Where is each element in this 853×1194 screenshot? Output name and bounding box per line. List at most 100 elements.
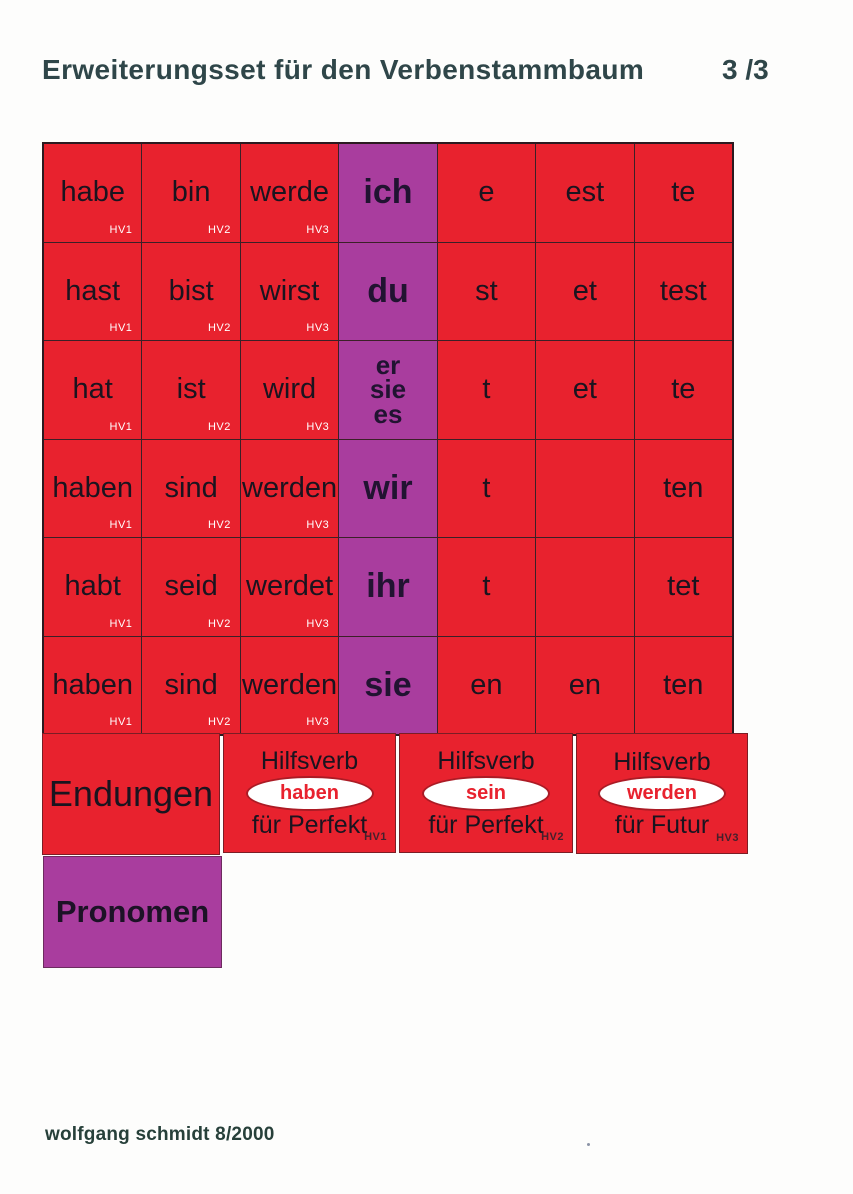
card-text: du xyxy=(367,271,409,310)
ending-card: ten xyxy=(634,636,732,734)
hv-code-label: HV2 xyxy=(207,519,231,531)
card-text: st xyxy=(475,274,498,307)
verb-card: habe HV1 xyxy=(44,144,142,242)
ending-card: test xyxy=(634,242,732,340)
card-text: test xyxy=(659,274,707,307)
hilfsverb-verb-label: sein xyxy=(465,781,507,804)
card-text: er sie es xyxy=(369,349,407,430)
hv-code-label: HV2 xyxy=(541,831,564,843)
ending-card: te xyxy=(634,144,732,242)
hv-code-label: HV3 xyxy=(306,617,330,630)
verb-card: wird HV3 xyxy=(240,341,339,439)
verb-card: haben HV1 xyxy=(44,636,142,734)
hv-code-label: HV3 xyxy=(306,322,330,334)
card-text: en xyxy=(470,668,503,701)
hv-code-label: HV1 xyxy=(109,519,133,531)
hv-code-label: HV3 xyxy=(306,519,330,531)
pronoun-card: ihr xyxy=(339,538,437,636)
hilfsverb-verb-label: haben xyxy=(280,781,339,804)
card-text: bin xyxy=(171,176,211,209)
pronoun-card: du xyxy=(339,242,437,340)
card-text: t xyxy=(482,570,491,603)
ending-card: tet xyxy=(634,538,732,636)
ending-card: t xyxy=(437,439,536,537)
card-text: t xyxy=(482,373,491,406)
hv-code-label: HV2 xyxy=(207,223,231,236)
ending-card: t xyxy=(437,538,536,636)
hilfsverb-verb-oval: werden xyxy=(600,778,724,809)
ending-card: est xyxy=(536,144,634,242)
verb-card: ist HV2 xyxy=(142,341,240,439)
verb-card-grid: habe HV1 bin HV2 werde HV3 ich e est te hast HV1 bis… xyxy=(42,142,734,736)
card-text: wirst xyxy=(259,274,320,307)
hv-code-label: HV3 xyxy=(306,716,330,728)
hv-code-label: HV1 xyxy=(109,716,133,728)
ending-card: et xyxy=(536,242,634,340)
card-text: ten xyxy=(663,668,704,701)
card-text: bist xyxy=(168,274,214,307)
card-text: ist xyxy=(176,373,206,406)
pronomen-label: Pronomen xyxy=(55,894,210,929)
verb-card: werde HV3 xyxy=(240,144,339,242)
card-text: te xyxy=(671,176,696,209)
verb-card: werdet HV3 xyxy=(240,538,339,636)
card-text: te xyxy=(671,373,696,406)
card-text: wir xyxy=(363,468,413,507)
hv-code-label: HV2 xyxy=(207,322,231,334)
hv-code-label: HV3 xyxy=(306,420,330,433)
pronomen-card: Pronomen xyxy=(43,856,222,968)
scan-speck-artifact xyxy=(587,1143,590,1146)
hilfsverb-verb-label: werden xyxy=(626,782,698,804)
card-text: en xyxy=(568,668,601,701)
card-text: sind xyxy=(164,471,218,504)
verb-card: sind HV2 xyxy=(142,439,240,537)
pronoun-card: wir xyxy=(339,439,437,537)
card-text: ich xyxy=(363,173,413,212)
page-number: 3 /3 xyxy=(722,54,769,85)
ending-card: ten xyxy=(634,439,732,537)
ending-card: te xyxy=(634,341,732,439)
card-text: tet xyxy=(667,570,700,603)
hilfsverb-card-subtitle: für Futur xyxy=(614,811,710,839)
hilfsverb-verb-oval: haben xyxy=(247,777,372,809)
card-text: hast xyxy=(65,274,121,307)
hilfsverb-card-subtitle: für Perfekt xyxy=(251,810,368,839)
card-text: wird xyxy=(262,373,317,406)
hv-code-label: HV2 xyxy=(207,716,231,728)
hv-code-label: HV3 xyxy=(306,223,330,236)
hv-code-label: HV1 xyxy=(109,420,133,433)
card-text: et xyxy=(572,274,597,307)
verb-card: bist HV2 xyxy=(142,242,240,340)
hv-code-label: HV1 xyxy=(364,831,387,843)
pronoun-card: ich xyxy=(339,144,437,242)
pronoun-card: er sie es xyxy=(339,341,437,439)
card-text: est xyxy=(565,176,605,209)
author-credit: wolfgang schmidt 8/2000 xyxy=(45,1124,275,1145)
card-text: et xyxy=(572,373,597,406)
ending-card: en xyxy=(536,636,634,734)
hilfsverb-card-subtitle: für Perfekt xyxy=(428,810,544,839)
verb-card: werden HV3 xyxy=(240,636,339,734)
card-text: werden xyxy=(242,471,338,504)
hv-code-label: HV2 xyxy=(207,420,231,433)
ending-card: t xyxy=(437,341,536,439)
ending-card: e xyxy=(437,144,536,242)
hilfsverb-werden-card: Hilfsverb werden für Futur HV3 xyxy=(576,733,748,854)
card-text: werden xyxy=(242,668,338,701)
card-text: ihr xyxy=(366,567,410,606)
ending-card: et xyxy=(536,341,634,439)
hv-code-label: HV3 xyxy=(716,832,739,844)
card-text: e xyxy=(478,176,495,209)
verb-card: bin HV2 xyxy=(142,144,240,242)
verb-card: haben HV1 xyxy=(44,439,142,537)
verb-card: seid HV2 xyxy=(142,538,240,636)
card-text: habt xyxy=(64,570,121,603)
verb-card: wirst HV3 xyxy=(240,242,339,340)
ending-card xyxy=(536,538,634,636)
verb-card: werden HV3 xyxy=(240,439,339,537)
card-text: hat xyxy=(72,373,113,406)
hilfsverb-sein-card: Hilfsverb sein für Perfekt HV2 xyxy=(399,733,573,853)
card-text: sie xyxy=(364,665,412,704)
card-text: ten xyxy=(663,471,704,504)
